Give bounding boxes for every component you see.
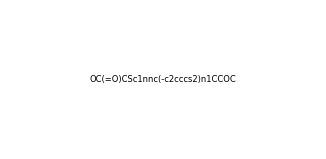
Text: OC(=O)CSc1nnc(-c2cccs2)n1CCOC: OC(=O)CSc1nnc(-c2cccs2)n1CCOC [90,75,236,84]
